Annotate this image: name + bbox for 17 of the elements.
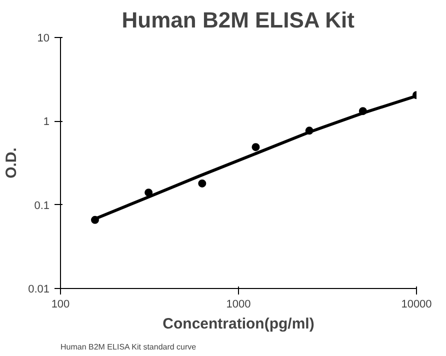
x-axis-title: Concentration(pg/ml) bbox=[162, 316, 314, 332]
point bbox=[91, 216, 99, 224]
point bbox=[252, 143, 260, 152]
chart-title: Human B2M ELISA Kit bbox=[122, 8, 356, 32]
point bbox=[358, 107, 367, 116]
y-tick-label: 0.1 bbox=[34, 200, 50, 212]
point bbox=[305, 126, 314, 135]
y-tick-label: 0.01 bbox=[28, 284, 50, 296]
y-axis-title: O.D. bbox=[3, 148, 20, 178]
x-tick-label: 10000 bbox=[401, 298, 432, 310]
point bbox=[198, 179, 206, 188]
point bbox=[144, 188, 153, 197]
x-tick-label: 1000 bbox=[226, 298, 251, 310]
text: Human B2M ELISA Kit standard curve bbox=[60, 342, 197, 352]
y-tick-label: 10 bbox=[37, 32, 50, 44]
x-tick-label: 100 bbox=[51, 298, 70, 310]
y-tick-label: 1 bbox=[43, 116, 50, 128]
